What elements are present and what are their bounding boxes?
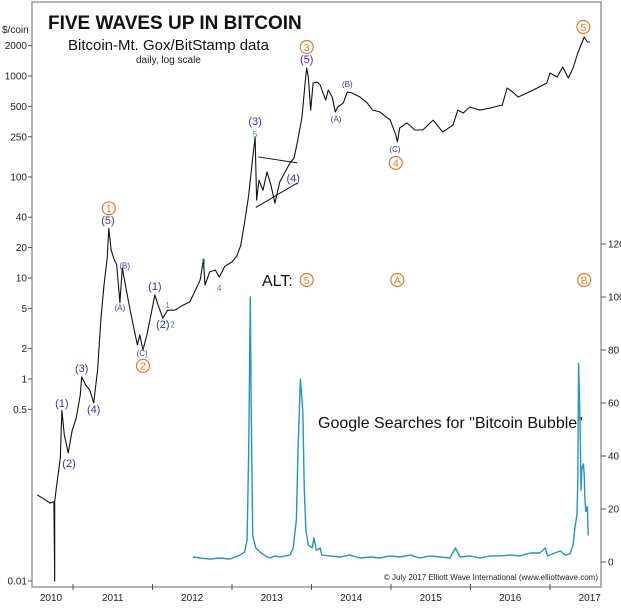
wave-label-intermediate: (5): [300, 54, 313, 66]
wave-label-primary: 4: [388, 155, 403, 170]
circle-icon: [101, 201, 116, 216]
wave-label-intermediate: (B): [342, 80, 353, 89]
wave-label-text: A: [394, 275, 401, 287]
circle-icon: [390, 272, 405, 288]
wave-label-intermediate: (1): [55, 398, 68, 410]
price-line: [36, 36, 590, 582]
y-tick-label: 100: [10, 173, 27, 184]
wave-label-text: 4: [393, 158, 399, 170]
wave-label-intermediate: (A): [331, 115, 342, 124]
wave-label-intermediate: (1): [148, 281, 161, 293]
wave-label-intermediate: (3): [248, 116, 261, 128]
wave-label-text: B: [581, 275, 588, 287]
wave-label-text: 2: [140, 361, 146, 373]
wave-label-primary: 5: [576, 19, 591, 35]
alt-label: ALT:: [262, 273, 293, 290]
y-tick-label: 1000: [5, 72, 28, 83]
wave-label-minor: 4: [217, 284, 222, 293]
y-axis-label: $/coin: [2, 25, 29, 36]
wave-label-minor: 1: [165, 301, 170, 310]
y2-tick-label: 0: [608, 558, 614, 569]
y-tick-label: 2000: [5, 41, 28, 52]
wave-label-intermediate: (B): [119, 261, 130, 270]
wave-label-primary: 3: [299, 39, 314, 55]
y2-tick-label: 40: [608, 452, 620, 463]
y2-tick-label: 60: [608, 399, 620, 410]
x-tick-label: 2017: [579, 593, 602, 604]
y-tick-label: 1: [21, 375, 27, 386]
chart-subtitle: Bitcoin-Mt. Gox/BitStamp data: [68, 37, 270, 54]
wave-label-text: 1: [106, 203, 112, 215]
x-tick-label: 2016: [499, 593, 522, 604]
wave-label-intermediate: (3): [75, 363, 88, 375]
y2-tick-label: 20: [608, 505, 620, 516]
x-tick-label: 2011: [102, 593, 124, 604]
y-tick-label: 500: [10, 102, 27, 113]
triangle-lower-line: [255, 182, 298, 208]
triangle-upper-line: [258, 156, 298, 164]
wave-label-text: 5: [304, 275, 310, 287]
searches-line: [192, 296, 589, 560]
circle-icon: [299, 272, 314, 288]
wave-label-intermediate: (A): [115, 303, 126, 312]
circle-icon: [299, 39, 314, 55]
wave-label-intermediate: (2): [62, 458, 75, 470]
copyright: © July 2017 Elliott Wave International (…: [384, 573, 598, 582]
wave-label-intermediate: (4): [87, 404, 100, 416]
plot-frame: [31, 1, 602, 588]
wave-label-intermediate: (4): [286, 173, 299, 185]
y-tick-label: 2: [21, 344, 27, 355]
x-tick-label: 2010: [40, 593, 63, 604]
x-tick-label: 2013: [261, 593, 284, 604]
circle-icon: [576, 19, 591, 35]
alt-wave-label: A: [390, 272, 405, 288]
wave-label-intermediate: (C): [137, 349, 148, 358]
searches-label: Google Searches for "Bitcoin Bubble": [318, 415, 583, 432]
alt-wave-label: B: [577, 272, 592, 288]
wave-label-primary: 1: [101, 201, 116, 216]
alt-wave-label: 5: [299, 272, 314, 288]
wave-label-primary: 2: [135, 358, 151, 373]
y-tick-label: 20: [16, 243, 28, 254]
wave-label-text: 3: [304, 42, 310, 54]
chart-title: FIVE WAVES UP IN BITCOIN: [48, 13, 302, 34]
wave-label-text: 5: [580, 22, 586, 34]
x-tick-label: 2014: [340, 593, 363, 604]
wave-label-intermediate: (C): [389, 145, 400, 154]
y2-tick-label: 120: [608, 240, 621, 251]
y-tick-label: 10: [16, 274, 28, 285]
chart-scale-note: daily, log scale: [136, 55, 201, 66]
x-tick-label: 2012: [181, 593, 204, 604]
y2-tick-label: 80: [608, 346, 620, 357]
wave-label-minor: 3: [201, 257, 206, 266]
wave-label-intermediate: (5): [101, 215, 114, 227]
y-tick-label: 0.01: [8, 577, 28, 588]
y-tick-label: 40: [16, 213, 28, 224]
wave-label-minor: 2: [170, 320, 175, 329]
circle-icon: [135, 358, 151, 373]
circle-icon: [388, 155, 403, 170]
x-tick-label: 2015: [420, 593, 443, 604]
y-tick-label: 0.5: [13, 405, 27, 416]
wave-label-intermediate: (2): [156, 319, 169, 331]
wave-label-minor: 5: [253, 130, 258, 139]
y-tick-label: 5: [21, 304, 27, 315]
y-tick-label: 250: [10, 132, 27, 143]
y2-tick-label: 100: [608, 293, 621, 304]
circle-icon: [577, 272, 592, 288]
